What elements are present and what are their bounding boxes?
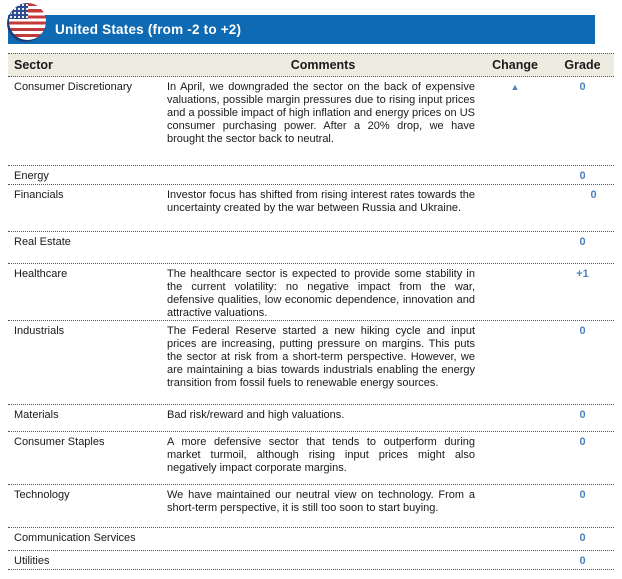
table-row: Energy 0 <box>8 165 614 184</box>
sector-cell: Materials <box>14 409 59 421</box>
comment-cell: Bad risk/reward and high valuations. <box>167 409 345 421</box>
comment-cell: Investor focus has shifted from rising i… <box>167 189 475 214</box>
grade-value: 0 <box>579 555 586 567</box>
grade-value: 0 <box>579 489 586 501</box>
table-row: Healthcare The healthcare sector is expe… <box>8 263 614 320</box>
table-row: Utilities 0 <box>8 550 614 569</box>
grade-value: 0 <box>579 409 586 421</box>
table-row: Technology We have maintained our neutra… <box>8 484 614 527</box>
change-indicator: ▲ <box>510 82 520 92</box>
sector-cell: Healthcare <box>14 268 68 280</box>
comment-cell: The healthcare sector is expected to pro… <box>167 268 475 319</box>
sector-cell: Utilities <box>14 555 50 567</box>
us-flag-icon <box>9 3 46 40</box>
grade-value: 0 <box>579 532 586 544</box>
table-row: Consumer Discretionary In April, we down… <box>8 77 614 165</box>
grade-value: 0 <box>579 81 586 93</box>
table-row: Real Estate 0 <box>8 231 614 263</box>
comment-cell: We have maintained our neutral view on t… <box>167 489 475 514</box>
column-header-comments: Comments <box>290 58 356 72</box>
table-row: Industrials The Federal Reserve started … <box>8 320 614 404</box>
column-header-grade: Grade <box>564 58 601 72</box>
grade-value: +1 <box>576 268 589 280</box>
sector-cell: Consumer Staples <box>14 436 105 448</box>
grade-value: 0 <box>579 170 586 182</box>
comment-cell: The Federal Reserve started a new hiking… <box>167 325 475 389</box>
table-body: Consumer Discretionary In April, we down… <box>8 77 614 570</box>
grade-value: 0 <box>579 236 586 248</box>
us-flag-canton <box>9 3 28 19</box>
grade-value: 0 <box>590 189 597 201</box>
comment-cell: A more defensive sector that tends to ou… <box>167 436 475 474</box>
grade-value: 0 <box>579 436 586 448</box>
section-title: United States (from -2 to +2) <box>55 22 242 37</box>
table-row: Consumer Staples A more defensive sector… <box>8 431 614 484</box>
table-row: Materials Bad risk/reward and high valua… <box>8 404 614 431</box>
table-header-row: Sector Comments Change Grade <box>8 53 614 77</box>
sector-cell: Energy <box>14 170 49 182</box>
sector-cell: Consumer Discretionary <box>14 81 132 93</box>
column-header-sector: Sector <box>14 58 53 72</box>
grade-value: 0 <box>579 325 586 337</box>
sector-cell: Industrials <box>14 325 65 337</box>
sector-cell: Technology <box>14 489 70 501</box>
sector-cell: Communication Services <box>14 532 136 544</box>
table-row: Communication Services 0 <box>8 527 614 550</box>
comment-cell: In April, we downgraded the sector on th… <box>167 81 475 145</box>
sector-cell: Real Estate <box>14 236 71 248</box>
sector-cell: Financials <box>14 189 64 201</box>
table-row: Financials Investor focus has shifted fr… <box>8 184 614 231</box>
column-header-change: Change <box>492 58 538 72</box>
sector-grades-table: Sector Comments Change Grade Consumer Di… <box>8 53 614 570</box>
section-title-bar: United States (from -2 to +2) <box>8 15 595 44</box>
